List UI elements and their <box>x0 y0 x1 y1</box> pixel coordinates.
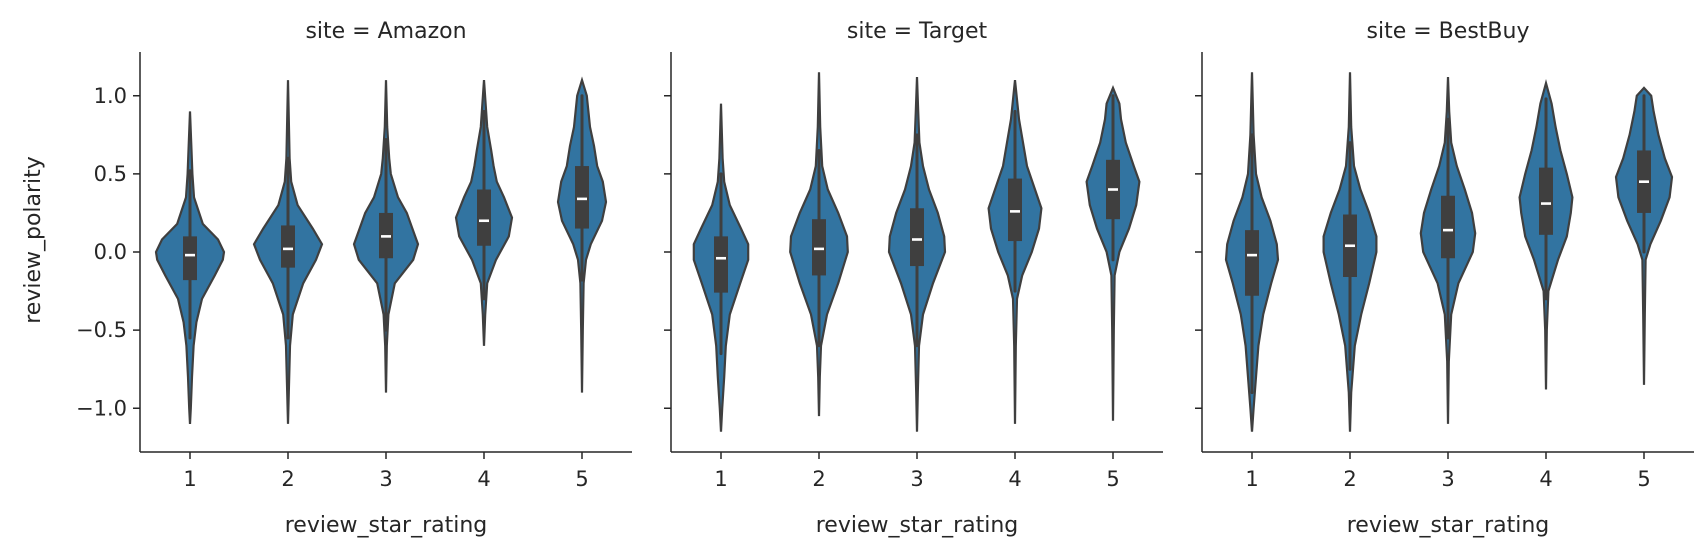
x-tick-label: 5 <box>575 467 588 491</box>
x-tick-label: 2 <box>281 467 294 491</box>
x-tick-label: 3 <box>1441 467 1454 491</box>
panel-3: site = BestBuy 1 2 3 4 5 review_star_rating <box>1195 19 1694 538</box>
x-tick-label: 1 <box>1245 467 1258 491</box>
y-tick-label: −0.5 <box>76 318 127 342</box>
violin-iqr-box <box>714 236 728 293</box>
violin-iqr-box <box>183 236 197 281</box>
x-axis-label: review_star_rating <box>816 513 1019 538</box>
x-tick-label: 2 <box>1343 467 1356 491</box>
x-tick-label: 3 <box>379 467 392 491</box>
x-tick-label: 3 <box>910 467 923 491</box>
x-tick-label: 1 <box>714 467 727 491</box>
panel-title: site = Amazon <box>305 19 466 44</box>
x-axis-label: review_star_rating <box>285 513 488 538</box>
violin-iqr-box <box>281 225 295 268</box>
violin-iqr-box <box>1539 167 1553 235</box>
violin-iqr-box <box>812 219 826 276</box>
panel-title: site = Target <box>847 19 988 44</box>
violin-iqr-box <box>1008 178 1022 242</box>
x-tick-label: 4 <box>477 467 490 491</box>
panel-2: site = Target 1 2 3 4 5 review_star_rating <box>664 19 1163 538</box>
x-tick-label: 1 <box>183 467 196 491</box>
x-axis-label: review_star_rating <box>1347 513 1550 538</box>
y-axis-label: review_polarity <box>21 156 46 324</box>
violin-iqr-box <box>1245 230 1259 296</box>
y-tick-label: 0.5 <box>94 162 127 186</box>
x-tick-label: 4 <box>1008 467 1021 491</box>
panel-title: site = BestBuy <box>1367 19 1530 44</box>
violin-iqr-box <box>477 189 491 246</box>
violin-iqr-box <box>910 208 924 267</box>
y-tick-label: 0.0 <box>94 240 127 264</box>
x-tick-label: 5 <box>1637 467 1650 491</box>
x-tick-label: 5 <box>1106 467 1119 491</box>
x-tick-label: 4 <box>1539 467 1552 491</box>
panel-1: site = Amazon −1.0 −0.5 0.0 0.5 1.0 1 2 3 4 5 revie… <box>76 19 632 538</box>
y-tick-label: −1.0 <box>76 396 127 420</box>
y-tick-label: 1.0 <box>94 84 127 108</box>
violin-iqr-box <box>1441 195 1455 259</box>
x-tick-label: 2 <box>812 467 825 491</box>
violin-iqr-box <box>575 166 589 229</box>
